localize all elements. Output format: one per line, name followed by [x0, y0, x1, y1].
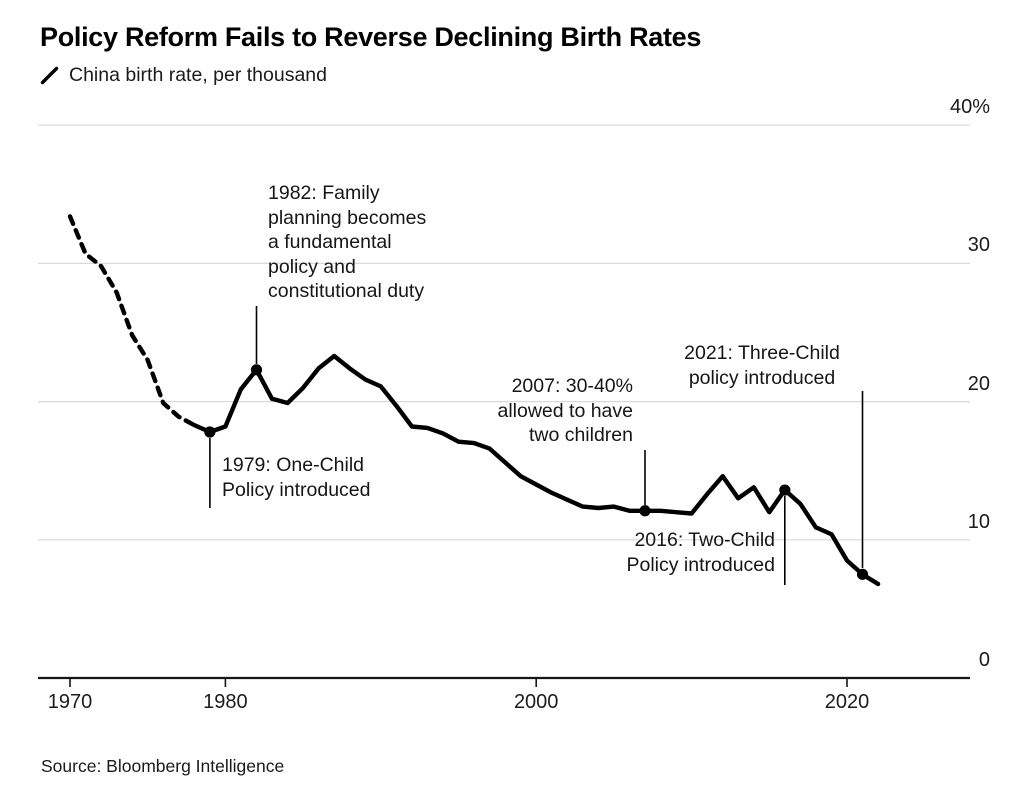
source-note: Source: Bloomberg Intelligence — [41, 756, 285, 776]
annotation-1982-line-5: constitutional duty — [268, 280, 425, 302]
y-axis-label-30: 30 — [967, 234, 990, 257]
annotation-1979-line-1: 1979: One-Child — [222, 454, 365, 476]
x-axis-label-2000: 2000 — [513, 691, 559, 713]
annotation-2021: 2021: Three-Child policy introduced — [662, 341, 862, 390]
annotation-1982-line-2: planning becomes — [268, 206, 427, 229]
y-axis-label-0: 0 — [978, 649, 990, 671]
annotation-2016-line-2: Policy introduced — [626, 553, 776, 576]
annotation-1979: 1979: One-Child Policy introduced — [222, 453, 452, 502]
event-marker-1979 — [204, 426, 216, 438]
annotation-1982: 1982: Family planning becomes a fundamenta… — [268, 181, 498, 304]
annotation-2016: 2016: Two-Child Policy introduced — [555, 528, 776, 577]
birth-rate-line-dashed — [67, 214, 197, 428]
annotation-1982-line-4: policy and — [268, 255, 356, 278]
x-axis-label-2020: 2020 — [824, 691, 870, 713]
x-axis-label-1980: 1980 — [203, 691, 248, 713]
annotation-2021-line-1: 2021: Three-Child — [684, 342, 840, 364]
x-axis-label-1970: 1970 — [47, 691, 93, 713]
annotation-2007-line-3: two children — [528, 424, 633, 446]
annotation-1982-line-1: 1982: Family — [268, 182, 380, 204]
event-marker-1982 — [250, 364, 263, 376]
series-line-icon — [40, 66, 59, 85]
legend-label: China birth rate, per thousand — [69, 64, 327, 86]
y-axis-label-40: 40% — [949, 96, 990, 119]
annotation-1979-line-2: Policy introduced — [222, 478, 371, 501]
annotation-2007: 2007: 30-40% allowed to have two children — [413, 374, 633, 448]
annotation-1982-line-3: a fundamental — [268, 231, 392, 253]
annotation-2016-line-1: 2016: Two-Child — [634, 529, 775, 551]
annotation-2007-line-1: 2007: 30-40% — [511, 375, 633, 397]
birth-rate-line-solid — [192, 353, 881, 587]
y-axis-label-10: 10 — [967, 510, 990, 533]
event-marker-2007 — [639, 505, 651, 517]
page-title: Policy Reform Fails to Reverse Declining… — [40, 22, 702, 52]
annotation-2007-line-2: allowed to have — [497, 399, 633, 422]
chart-legend: China birth rate, per thousand — [40, 64, 327, 87]
annotation-2021-line-2: policy introduced — [688, 366, 836, 389]
event-marker-2021 — [856, 568, 869, 580]
y-axis-label-20: 20 — [967, 372, 990, 395]
event-marker-2016 — [779, 484, 791, 496]
